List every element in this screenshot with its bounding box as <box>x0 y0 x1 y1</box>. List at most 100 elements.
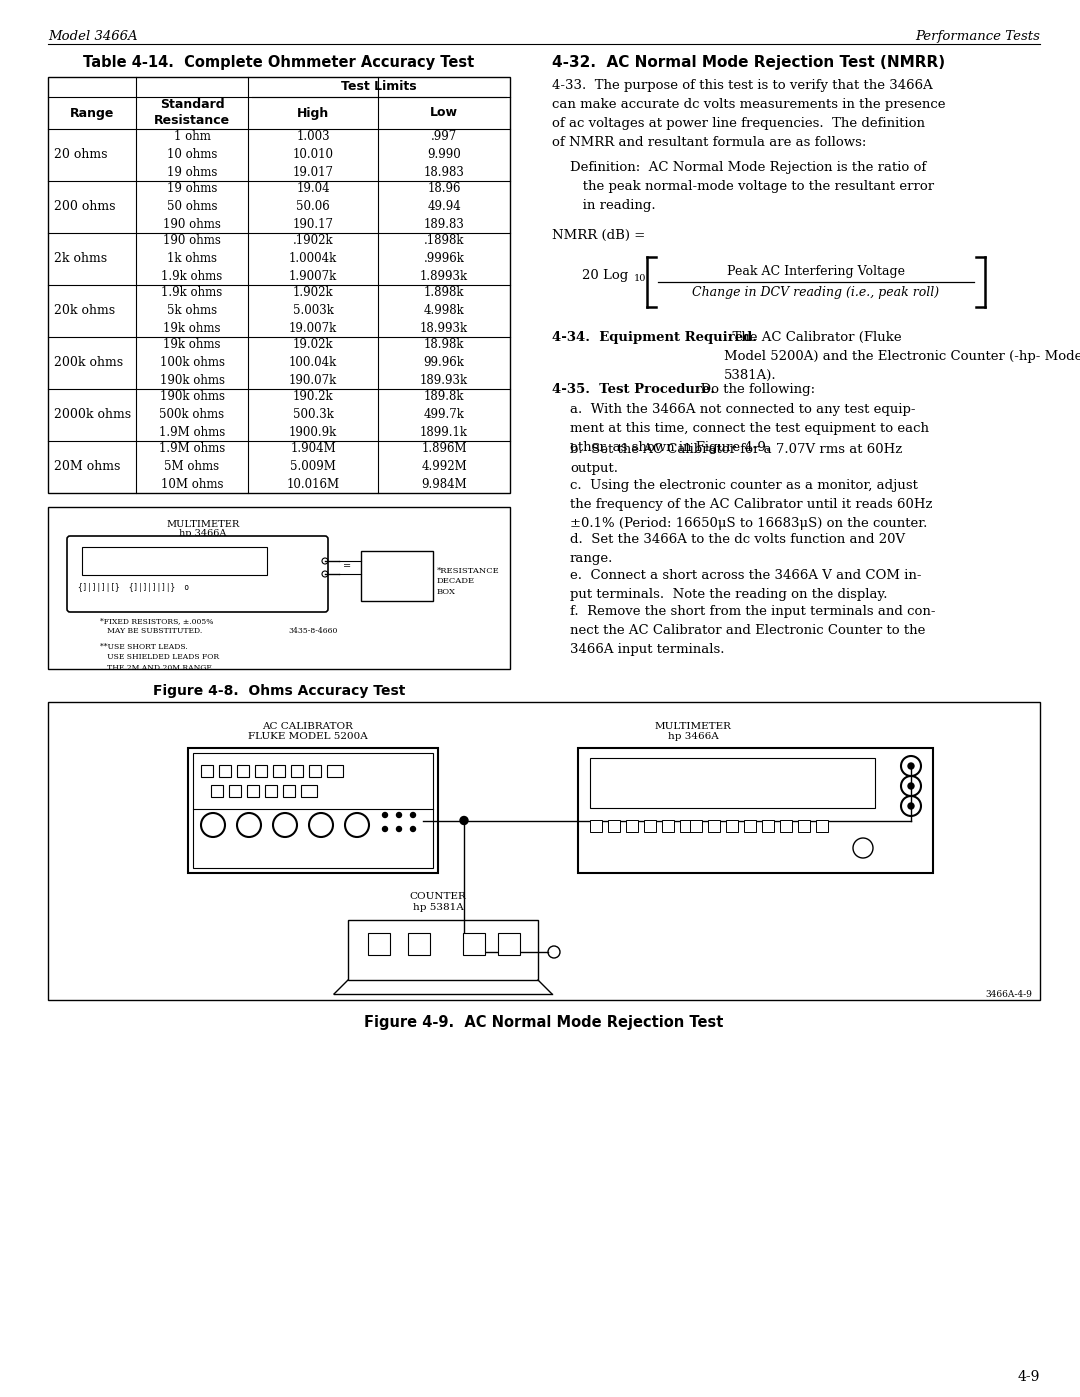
Text: 190 ohms
1k ohms
1.9k ohms: 190 ohms 1k ohms 1.9k ohms <box>161 235 222 284</box>
Text: f.  Remove the short from the input terminals and con-
nect the AC Calibrator an: f. Remove the short from the input termi… <box>570 605 935 657</box>
Circle shape <box>460 816 468 824</box>
Text: 1.9M ohms
5M ohms
10M ohms: 1.9M ohms 5M ohms 10M ohms <box>159 443 225 492</box>
Text: 18.96
49.94
189.83: 18.96 49.94 189.83 <box>423 183 464 232</box>
Bar <box>309 766 321 777</box>
Text: 189.8k
499.7k
1899.1k: 189.8k 499.7k 1899.1k <box>420 391 468 440</box>
Bar <box>219 766 231 777</box>
Bar <box>498 933 519 956</box>
Bar <box>708 820 720 833</box>
Text: 1.898k
4.998k
18.993k: 1.898k 4.998k 18.993k <box>420 286 468 335</box>
Bar <box>590 759 875 807</box>
Text: .1898k
.9996k
1.8993k: .1898k .9996k 1.8993k <box>420 235 468 284</box>
Text: MULTIMETER: MULTIMETER <box>654 722 731 731</box>
Circle shape <box>382 813 388 817</box>
Text: 19k ohms
100k ohms
190k ohms: 19k ohms 100k ohms 190k ohms <box>160 338 225 387</box>
Text: Figure 4-8.  Ohms Accuracy Test: Figure 4-8. Ohms Accuracy Test <box>152 685 405 698</box>
Bar <box>237 766 249 777</box>
Text: Table 4-14.  Complete Ohmmeter Accuracy Test: Table 4-14. Complete Ohmmeter Accuracy T… <box>83 54 474 70</box>
Bar <box>780 820 792 833</box>
Text: Do the following:: Do the following: <box>692 383 815 395</box>
Text: Change in DCV reading (i.e., peak roll): Change in DCV reading (i.e., peak roll) <box>692 286 940 299</box>
Text: 4-33.  The purpose of this test is to verify that the 3466A
can make accurate dc: 4-33. The purpose of this test is to ver… <box>552 80 945 149</box>
Bar <box>301 785 318 798</box>
Circle shape <box>396 813 402 817</box>
Bar <box>273 766 285 777</box>
Bar <box>193 753 433 868</box>
FancyBboxPatch shape <box>67 536 328 612</box>
Bar <box>590 820 602 833</box>
Text: **USE SHORT LEADS.
   USE SHIELDED LEADS FOR
   THE 2M AND 20M RANGE.: **USE SHORT LEADS. USE SHIELDED LEADS FO… <box>100 643 219 672</box>
Text: 19 ohms
50 ohms
190 ohms: 19 ohms 50 ohms 190 ohms <box>163 183 221 232</box>
Text: 4-32.  AC Normal Mode Rejection Test (NMRR): 4-32. AC Normal Mode Rejection Test (NMR… <box>552 54 945 70</box>
Bar <box>211 785 222 798</box>
Text: 3466A-4-9: 3466A-4-9 <box>985 990 1032 999</box>
Text: 2000k ohms: 2000k ohms <box>54 408 131 422</box>
Text: 1.902k
5.003k
19.007k: 1.902k 5.003k 19.007k <box>288 286 337 335</box>
Bar <box>726 820 738 833</box>
Text: FLUKE MODEL 5200A: FLUKE MODEL 5200A <box>248 732 368 740</box>
Bar <box>608 820 620 833</box>
Text: Model 3466A: Model 3466A <box>48 29 137 43</box>
Bar <box>816 820 828 833</box>
Bar <box>247 785 259 798</box>
Text: 3435-8-4660: 3435-8-4660 <box>288 627 337 636</box>
Text: 18.98k
99.96k
189.93k: 18.98k 99.96k 189.93k <box>420 338 468 387</box>
Text: =: = <box>343 563 351 571</box>
Text: 1.896M
4.992M
9.984M: 1.896M 4.992M 9.984M <box>421 443 467 492</box>
Text: 1 ohm
10 ohms
19 ohms: 1 ohm 10 ohms 19 ohms <box>166 130 217 179</box>
Text: a.  With the 3466A not connected to any test equip-
ment at this time, connect t: a. With the 3466A not connected to any t… <box>570 402 929 454</box>
Text: NMRR (dB) =: NMRR (dB) = <box>552 229 645 242</box>
Text: 4-9: 4-9 <box>1017 1370 1040 1384</box>
Text: Peak AC Interfering Voltage: Peak AC Interfering Voltage <box>727 265 905 278</box>
Bar <box>48 77 510 493</box>
Bar <box>408 933 430 956</box>
Bar <box>48 507 510 669</box>
Text: 20 Log: 20 Log <box>582 270 629 282</box>
Bar <box>626 820 638 833</box>
Text: 200 ohms: 200 ohms <box>54 201 116 214</box>
Bar <box>798 820 810 833</box>
Text: 190k ohms
500k ohms
1.9M ohms: 190k ohms 500k ohms 1.9M ohms <box>159 391 225 440</box>
Text: 190.2k
500.3k
1900.9k: 190.2k 500.3k 1900.9k <box>288 391 337 440</box>
Text: c.  Using the electronic counter as a monitor, adjust
the frequency of the AC Ca: c. Using the electronic counter as a mon… <box>570 479 932 529</box>
Bar <box>348 921 538 981</box>
Text: 200k ohms: 200k ohms <box>54 356 123 369</box>
Text: AC CALIBRATOR: AC CALIBRATOR <box>262 722 353 731</box>
Text: 2k ohms: 2k ohms <box>54 253 107 265</box>
Text: 1.904M
5.009M
10.016M: 1.904M 5.009M 10.016M <box>286 443 339 492</box>
Text: hp 5381A: hp 5381A <box>413 902 463 912</box>
Text: COUNTER: COUNTER <box>409 893 467 901</box>
Circle shape <box>396 827 402 831</box>
Text: Standard
Resistance: Standard Resistance <box>154 99 230 127</box>
Text: High: High <box>297 106 329 120</box>
Text: The AC Calibrator (Fluke
Model 5200A) and the Electronic Counter (-hp- Model
538: The AC Calibrator (Fluke Model 5200A) an… <box>724 331 1080 381</box>
Text: 20M ohms: 20M ohms <box>54 461 120 474</box>
Bar <box>744 820 756 833</box>
Text: 4-34.  Equipment Required.: 4-34. Equipment Required. <box>552 331 757 344</box>
Text: 19.04
50.06
190.17: 19.04 50.06 190.17 <box>293 183 334 232</box>
Text: 20 ohms: 20 ohms <box>54 148 108 162</box>
Text: 1.9k ohms
5k ohms
19k ohms: 1.9k ohms 5k ohms 19k ohms <box>161 286 222 335</box>
Text: Definition:  AC Normal Mode Rejection is the ratio of
   the peak normal-mode vo: Definition: AC Normal Mode Rejection is … <box>570 161 934 212</box>
Bar <box>255 766 267 777</box>
Text: d.  Set the 3466A to the dc volts function and 20V
range.: d. Set the 3466A to the dc volts functio… <box>570 534 905 564</box>
Bar <box>327 766 343 777</box>
Text: 10: 10 <box>634 274 646 284</box>
Text: hp 3466A: hp 3466A <box>179 529 227 538</box>
Text: Range: Range <box>70 106 114 120</box>
Bar <box>762 820 774 833</box>
Text: 19.02k
100.04k
190.07k: 19.02k 100.04k 190.07k <box>288 338 337 387</box>
Bar <box>644 820 656 833</box>
Bar <box>578 747 933 873</box>
Circle shape <box>410 827 416 831</box>
Bar <box>361 550 433 601</box>
Text: MULTIMETER: MULTIMETER <box>166 520 240 529</box>
Bar <box>229 785 241 798</box>
Bar <box>201 766 213 777</box>
Bar <box>82 548 267 576</box>
Text: b.  Set the AC Calibrator for a 7.07V rms at 60Hz
output.: b. Set the AC Calibrator for a 7.07V rms… <box>570 443 902 475</box>
Text: 1.003
10.010
19.017: 1.003 10.010 19.017 <box>293 130 334 179</box>
Bar <box>48 703 1040 1000</box>
Text: 20k ohms: 20k ohms <box>54 305 116 317</box>
Bar <box>368 933 390 956</box>
